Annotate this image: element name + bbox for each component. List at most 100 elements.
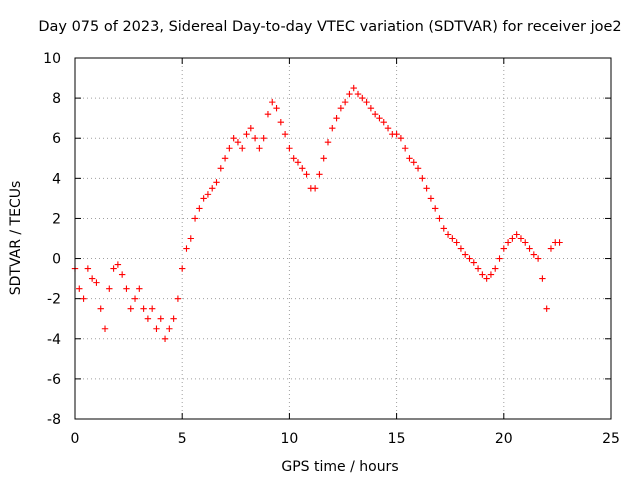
data-point [504,239,512,246]
y-axis-ticks: -8 -6 -4 -2 0 2 4 6 8 10 [43,51,611,428]
y-tick-label: 4 [52,171,61,187]
data-point [431,205,439,212]
data-point [406,155,413,162]
data-point [346,90,353,98]
data-point [414,165,422,172]
data-point [247,124,255,132]
data-point [337,104,345,112]
y-tick-label: -6 [47,372,61,388]
data-point [444,231,452,238]
data-point [522,239,529,246]
data-point [114,261,122,268]
data-point [329,124,336,132]
data-point [174,295,182,302]
data-point [84,265,92,272]
data-point [453,239,460,246]
data-point [136,285,143,292]
data-point [294,159,302,166]
data-point [260,135,267,142]
plot-frame [74,57,612,420]
data-point [363,98,370,106]
data-point [157,315,164,322]
data-point [110,265,117,272]
y-tick-label: -2 [47,292,61,308]
data-point [273,104,280,112]
data-point [281,131,289,138]
data-point [140,305,147,312]
data-point [256,145,263,152]
y-tick-label: 10 [43,51,61,67]
x-tick-label: 15 [388,431,406,447]
data-point [526,245,533,252]
data-point [423,185,430,192]
data-point [277,118,285,126]
data-point [131,295,139,302]
data-point [350,84,357,92]
data-point [76,285,83,292]
data-point [410,159,417,166]
data-point [221,155,229,162]
data-point [80,295,87,302]
x-axis-label: GPS time / hours [281,459,398,475]
data-point [144,315,152,322]
data-point [367,104,375,112]
data-point [191,215,199,222]
data-point [534,255,542,262]
data-point [487,271,495,278]
data-point [483,275,490,282]
data-point [462,251,469,258]
data-point [376,114,383,122]
x-tick-label: 20 [495,431,513,447]
y-tick-label: -4 [47,332,61,348]
data-point [196,205,203,212]
data-point [170,315,177,322]
data-point [213,179,220,186]
data-point [457,245,465,252]
data-point [470,259,477,266]
data-point [264,110,272,118]
data-point [299,165,306,172]
data-point [556,239,563,246]
data-point [93,279,100,286]
data-point [436,215,443,222]
data-point [474,265,482,272]
data-point [269,98,276,106]
data-point [359,94,366,102]
data-point [384,124,392,132]
data-point [187,235,194,242]
data-point [234,139,242,146]
data-point [251,135,259,142]
data-point [530,251,538,258]
data-point [106,285,113,292]
chart-title: Day 075 of 2023, Sidereal Day-to-day VTE… [38,19,621,35]
data-point [341,98,349,106]
data-point [539,275,546,282]
data-point [230,135,237,142]
data-point [204,191,212,198]
data-point [543,305,550,312]
data-point [161,335,169,342]
data-point [419,175,426,182]
data-point [118,271,126,278]
data-point [303,171,310,178]
y-axis-label: SDTVAR / TECUs [8,181,24,296]
data-point [97,305,104,312]
data-point [101,325,109,332]
data-point [320,155,327,162]
data-point [547,245,555,252]
data-point [166,325,173,332]
data-point [316,171,323,178]
data-point [393,131,400,138]
data-point [209,185,216,192]
data-point [513,231,520,238]
data-point [496,255,503,262]
y-tick-label: 8 [52,91,61,107]
data-point [354,90,362,98]
data-point [401,145,409,152]
data-point [479,271,486,278]
y-tick-label: -8 [47,412,61,428]
data-point [311,185,319,192]
data-point [123,285,130,292]
data-point [88,275,96,282]
data-point [397,135,405,142]
